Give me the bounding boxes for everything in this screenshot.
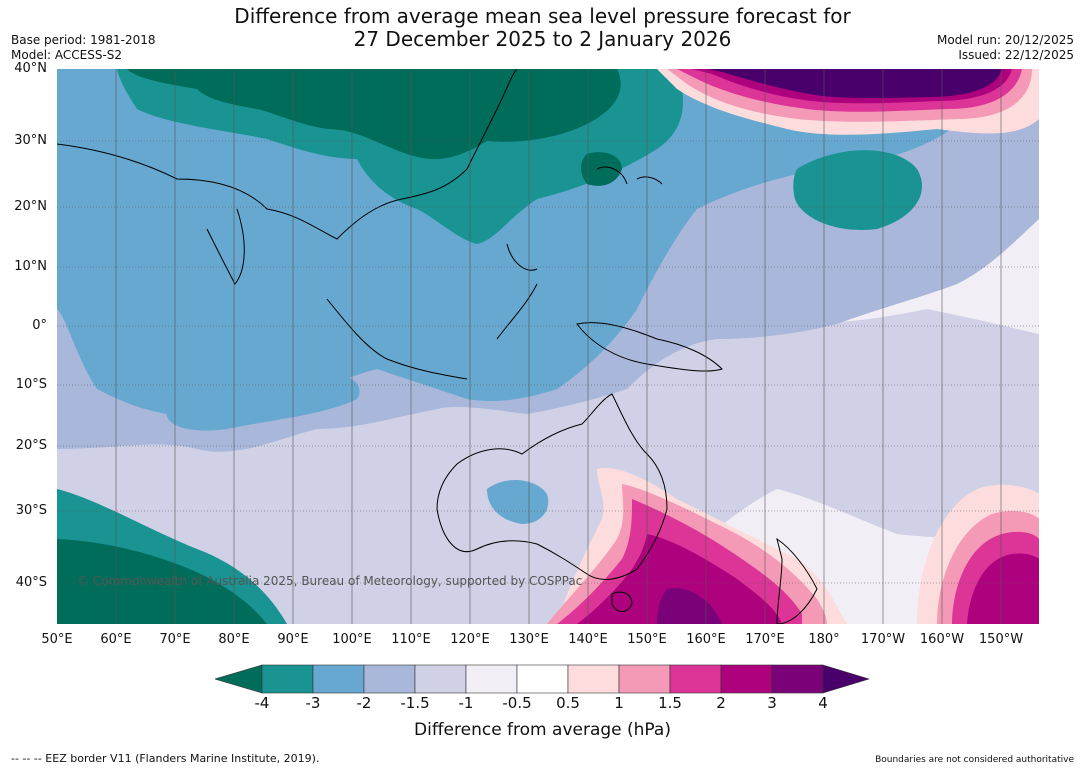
colorbar (215, 664, 871, 694)
map-title: Difference from average mean sea level p… (0, 5, 1085, 51)
colorbar-label-minus-1-5: -1.5 (400, 694, 430, 712)
colorbar-label-plus-1-5: 1.5 (658, 694, 682, 712)
lat-label-20n: 20°N (14, 199, 47, 214)
lon-label-150w: 150°W (978, 632, 1024, 647)
colorbar-label-plus-2: 2 (716, 694, 726, 712)
colorbar-cell (720, 664, 773, 694)
colorbar-label-plus-0-5: 0.5 (556, 694, 580, 712)
model-run: Model run: 20/12/2025 (936, 33, 1074, 47)
colorbar-cell (261, 664, 314, 694)
colorbar-cell (771, 664, 824, 694)
new-zealand-coastline (776, 537, 818, 624)
lon-label-160e: 160°E (686, 632, 726, 647)
lon-label-160w: 160°W (919, 632, 965, 647)
contour-minus-2-indian-ocean (166, 369, 360, 431)
colorbar-label-minus-0-5: -0.5 (502, 694, 532, 712)
lon-label-180: 180° (808, 632, 840, 647)
meridians (115, 69, 1002, 624)
colorbar-over-triangle (822, 664, 871, 694)
colorbar-label-minus-3: -3 (305, 694, 321, 712)
lon-label-170e: 170°E (745, 632, 785, 647)
contour-minus-4-japan (581, 152, 622, 186)
lon-label-50e: 50°E (41, 632, 73, 647)
title-line-1: Difference from average mean sea level p… (234, 4, 851, 28)
colorbar-cell (363, 664, 416, 694)
colorbar-label-plus-4: 4 (818, 694, 828, 712)
colorbar-cell (312, 664, 365, 694)
contour-minus-4-southwest (57, 539, 267, 624)
lon-label-70e: 70°E (159, 632, 191, 647)
lat-label-20s: 20°S (15, 438, 47, 453)
colorbar-cell (465, 664, 518, 694)
lat-label-40s: 40°S (15, 575, 47, 590)
colorbar-label-plus-1: 1 (614, 694, 624, 712)
lat-label-40n: 40°N (14, 61, 47, 76)
lon-label-80e: 80°E (218, 632, 250, 647)
lat-label-10n: 10°N (14, 259, 47, 274)
contour-plus-2-tasman (577, 534, 782, 624)
colorbar-title: Difference from average (hPa) (414, 720, 671, 740)
colorbar-cell (516, 664, 569, 694)
contour-minus-2-bay-of-bengal (242, 233, 297, 266)
colorbar-cell (618, 664, 671, 694)
base-period: Base period: 1981-2018 (11, 33, 156, 47)
model-name: Model: ACCESS-S2 (11, 48, 123, 62)
pressure-anomaly-map: © Commonwealth of Australia 2025, Bureau… (57, 69, 1039, 624)
lon-label-100e: 100°E (332, 632, 372, 647)
copyright-notice: © Commonwealth of Australia 2025, Bureau… (77, 574, 582, 588)
lon-label-110e: 110°E (391, 632, 431, 647)
lat-label-0: 0° (32, 318, 47, 333)
new-guinea-coastline (576, 322, 723, 372)
contour-plus-4-north (707, 69, 1002, 98)
contour-minus-2 (57, 69, 1007, 419)
lon-label-60e: 60°E (100, 632, 132, 647)
contour-plus-2-southeast (967, 553, 1039, 624)
colorbar-cells (261, 664, 824, 694)
tasmania-coastline (611, 591, 633, 612)
meta-left: Base period: 1981-2018 Model: ACCESS-S2 (11, 33, 156, 63)
eez-border-note: -- -- -- EEZ border V11 (Flanders Marine… (11, 752, 320, 765)
colorbar-label-minus-1: -1 (458, 694, 474, 712)
colorbar-under-triangle (215, 664, 263, 694)
contour-minus-3-pacific (793, 150, 923, 230)
lat-label-30s: 30°S (15, 503, 47, 518)
title-line-2: 27 December 2025 to 2 January 2026 (353, 27, 732, 51)
boundaries-disclaimer: Boundaries are not considered authoritat… (875, 755, 1074, 765)
colorbar-cell (414, 664, 467, 694)
lon-label-120e: 120°E (450, 632, 490, 647)
contour-minus-4-north (127, 69, 621, 160)
lat-label-10s: 10°S (15, 377, 47, 392)
lon-label-140e: 140°E (568, 632, 608, 647)
lon-label-130e: 130°E (509, 632, 549, 647)
lon-label-150e: 150°E (627, 632, 667, 647)
lon-label-170w: 170°W (860, 632, 906, 647)
colorbar-cell (669, 664, 722, 694)
colorbar-cell (567, 664, 620, 694)
lat-label-30n: 30°N (14, 133, 47, 148)
colorbar-label-minus-2: -2 (356, 694, 372, 712)
asia-coastline (57, 69, 518, 285)
contour-minus-2-australia (487, 479, 549, 524)
maritime-southeast-asia-coastline (326, 243, 538, 380)
contour-minus-1-south (287, 553, 612, 624)
colorbar-label-plus-3: 3 (767, 694, 777, 712)
meta-right: Model run: 20/12/2025 Issued: 22/12/2025 (937, 33, 1074, 63)
colorbar-label-minus-4: -4 (254, 694, 270, 712)
japan-coastline (596, 166, 663, 185)
lon-label-90e: 90°E (277, 632, 309, 647)
australia-coastline (436, 393, 668, 580)
issued-date: Issued: 22/12/2025 (958, 48, 1074, 62)
